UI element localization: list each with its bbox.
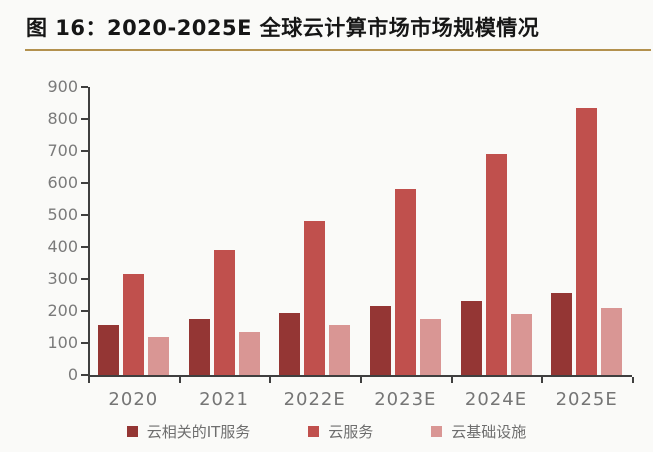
y-axis-tick-label: 400: [47, 237, 78, 256]
x-axis-category-label: 2021: [199, 389, 249, 410]
legend-item: 云相关的IT服务: [126, 421, 251, 442]
y-axis-tick-label: 600: [47, 173, 78, 192]
y-axis-tick: [81, 278, 88, 280]
bar-云基础设施-2025E: [601, 307, 623, 375]
bar-云服务-2021: [213, 250, 235, 375]
bar-云相关的IT服务-2020: [97, 325, 119, 375]
x-axis-category-label: 2020: [108, 389, 159, 410]
bar-云基础设施-2020: [147, 336, 169, 375]
y-axis-tick: [81, 118, 88, 120]
y-axis-tick: [81, 246, 88, 248]
y-axis-tick-label: 100: [47, 333, 78, 352]
bar-云相关的IT服务-2022E: [279, 312, 301, 375]
y-axis-tick: [81, 310, 88, 312]
y-axis-tick: [81, 150, 88, 152]
legend-item: 云服务: [308, 421, 373, 442]
x-axis-category-label: 2025E: [555, 389, 618, 410]
legend-item: 云基础设施: [431, 421, 526, 442]
bar-云服务-2023E: [394, 189, 416, 375]
bar-云相关的IT服务-2024E: [460, 301, 482, 375]
y-axis-tick: [81, 182, 88, 184]
y-axis-tick-label: 900: [47, 77, 78, 96]
x-axis-tick: [541, 377, 544, 383]
x-axis-tick: [632, 377, 634, 383]
legend-label: 云基础设施: [451, 423, 527, 441]
x-axis-tick: [450, 377, 453, 383]
y-axis-tick: [81, 374, 88, 376]
bar-云相关的IT服务-2025E: [551, 293, 573, 375]
bar-云相关的IT服务-2023E: [369, 306, 391, 375]
x-axis-tick: [360, 377, 362, 383]
legend-swatch: [308, 426, 320, 437]
bar-云服务-2024E: [485, 154, 507, 375]
y-axis-tick-label: 200: [47, 301, 78, 320]
y-axis-tick: [81, 214, 88, 216]
bar-云基础设施-2024E: [510, 314, 532, 375]
y-axis-tick-label: 500: [47, 205, 78, 224]
bar-云基础设施-2021: [238, 331, 260, 375]
x-axis-line: [88, 375, 632, 377]
x-axis-tick: [178, 377, 181, 383]
title-divider: [25, 49, 651, 51]
x-axis-category-label: 2023E: [374, 389, 437, 410]
x-axis-category-label: 2024E: [464, 389, 528, 410]
figure-title: 图 16：2020-2025E 全球云计算市场市场规模情况: [26, 16, 540, 40]
x-axis-category-label: 2022E: [283, 389, 346, 410]
bar-云服务-2022E: [304, 221, 326, 375]
y-axis-tick-label: 0: [67, 365, 78, 384]
legend-label: 云相关的IT服务: [146, 423, 251, 441]
x-axis-tick: [88, 377, 90, 383]
bar-云服务-2025E: [576, 107, 598, 375]
bar-云相关的IT服务-2021: [188, 319, 210, 375]
y-axis-tick-label: 300: [47, 269, 78, 288]
legend-swatch: [431, 426, 443, 437]
chart-legend: 云相关的IT服务 云服务 云基础设施: [0, 421, 653, 442]
y-axis-tick: [81, 342, 88, 344]
y-axis-tick: [81, 86, 88, 88]
y-axis-tick-label: 800: [47, 109, 78, 128]
bar-云基础设施-2022E: [329, 325, 351, 375]
bar-云基础设施-2023E: [419, 319, 441, 375]
legend-swatch: [126, 426, 138, 437]
legend-label: 云服务: [328, 423, 374, 441]
x-axis-tick: [269, 377, 272, 383]
bar-chart: 900 800 700 600 500 400 300 200 100 0 2020 2021 202…: [0, 60, 653, 452]
bar-云服务-2020: [122, 274, 144, 375]
y-axis-line: [88, 87, 90, 377]
y-axis-tick-label: 700: [47, 141, 78, 160]
